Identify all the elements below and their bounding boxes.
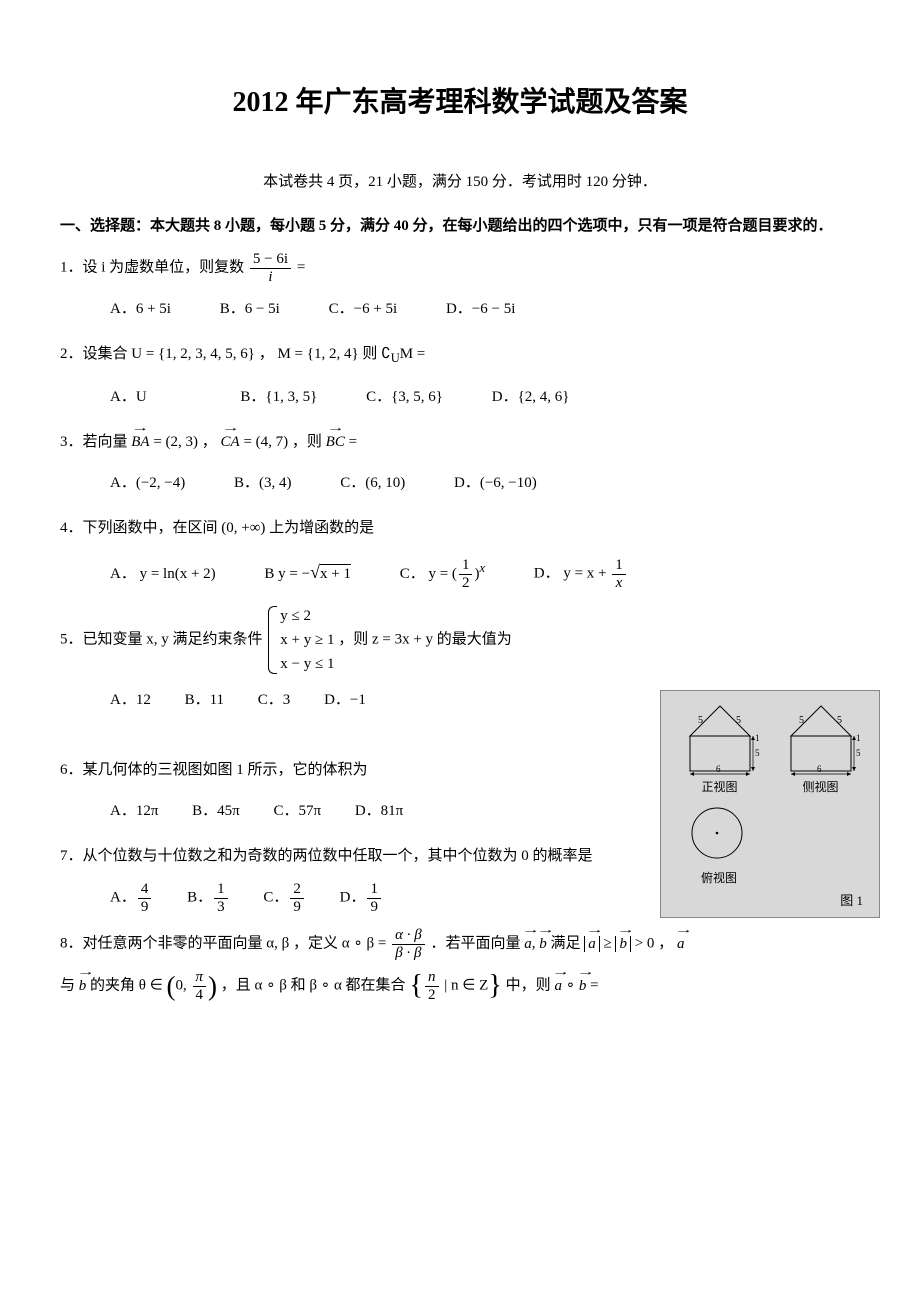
- question-4: 4．下列函数中，在区间 (0, +∞) 上为增函数的是: [60, 512, 860, 545]
- page-subtitle: 本试卷共 4 页，21 小题，满分 150 分．考试用时 120 分钟．: [60, 170, 860, 191]
- q2-opt-d: D．{2, 4, 6}: [492, 381, 570, 414]
- q4-options: A． y = ln(x + 2) B y = −√x + 1 C． y = (1…: [60, 553, 860, 593]
- q1-opt-b: B．6 − 5i: [220, 293, 280, 326]
- q1-opt-d: D．−6 − 5i: [446, 293, 515, 326]
- q1-opt-c: C．−6 + 5i: [329, 293, 398, 326]
- q2-opt-a: A．U: [110, 381, 147, 414]
- q7-opt-a: A．49: [110, 881, 153, 915]
- svg-text:5: 5: [736, 715, 741, 726]
- exam-page: 2012 年广东高考理科数学试题及答案 本试卷共 4 页，21 小题，满分 15…: [0, 0, 920, 1302]
- svg-text:1: 1: [755, 733, 760, 743]
- q2-opt-c: C．{3, 5, 6}: [366, 381, 443, 414]
- q7-opt-d: D．19: [340, 881, 383, 915]
- svg-text:5: 5: [856, 748, 861, 758]
- svg-text:1: 1: [856, 733, 861, 743]
- svg-text:5: 5: [799, 715, 804, 726]
- q6-opt-b: B．45π: [192, 795, 240, 828]
- side-view: 5 5 6 5 1 侧视图: [781, 701, 861, 795]
- q3-opt-d: D．(−6, −10): [454, 467, 537, 500]
- q7-opt-c: C．29: [263, 881, 306, 915]
- q1-options: A．6 + 5i B．6 − 5i C．−6 + 5i D．−6 − 5i: [60, 293, 860, 326]
- q3-options: A．(−2, −4) B．(3, 4) C．(6, 10) D．(−6, −10…: [60, 467, 860, 500]
- front-view: 5 5 6 5 1 正视图: [680, 701, 760, 795]
- question-5: 5．已知变量 x, y 满足约束条件 y ≤ 2 x + y ≥ 1 x − y…: [60, 604, 620, 676]
- q5-opt-d: D．−1: [324, 684, 366, 717]
- section-heading: 一、选择题：本大题共 8 小题，每小题 5 分，满分 40 分，在每小题给出的四…: [60, 211, 860, 241]
- q5-opt-c: C．3: [258, 684, 291, 717]
- q5-opt-b: B．11: [185, 684, 224, 717]
- q3-opt-c: C．(6, 10): [340, 467, 405, 500]
- q6-opt-a: A．12π: [110, 795, 158, 828]
- question-7: 7．从个位数与十位数之和为奇数的两位数中任取一个，其中个位数为 0 的概率是: [60, 840, 860, 873]
- q1-fraction: 5 − 6i i: [250, 251, 291, 285]
- q5-opt-a: A．12: [110, 684, 151, 717]
- svg-text:6: 6: [817, 764, 822, 774]
- svg-text:5: 5: [755, 748, 760, 758]
- question-8-line1: 8．对任意两个非零的平面向量 α, β ，定义 α ∘ β = α · β β …: [60, 927, 860, 961]
- figure-caption: 图 1: [669, 890, 871, 909]
- question-1: 1．设 i 为虚数单位，则复数 5 − 6i i =: [60, 251, 860, 285]
- q8-def-fraction: α · β β · β: [392, 927, 425, 961]
- constraint-system: y ≤ 2 x + y ≥ 1 x − y ≤ 1: [266, 604, 334, 676]
- q4-opt-b: B y = −√x + 1: [264, 553, 351, 593]
- svg-text:5: 5: [837, 715, 842, 726]
- svg-text:6: 6: [716, 764, 721, 774]
- q1-text: 1．设 i 为虚数单位，则复数: [60, 259, 244, 275]
- svg-text:5: 5: [698, 715, 703, 726]
- question-8-line2: 与 b 的夹角 θ ∈ (0, π4) ，且 α ∘ β 和 β ∘ α 都在集…: [60, 969, 860, 1003]
- q4-opt-d: D． y = x + 1x: [534, 557, 628, 591]
- q4-opt-a: A． y = ln(x + 2): [110, 558, 216, 591]
- question-2: 2．设集合 U = {1, 2, 3, 4, 5, 6} ， M = {1, 2…: [60, 338, 860, 373]
- q3-opt-a: A．(−2, −4): [110, 467, 185, 500]
- q7-opt-b: B．13: [187, 881, 230, 915]
- q6-opt-c: C．57π: [274, 795, 322, 828]
- q4-opt-c: C． y = (12)x: [400, 555, 485, 592]
- q2-options: A．U B．{1, 3, 5} C．{3, 5, 6} D．{2, 4, 6}: [60, 381, 860, 414]
- question-6: 6．某几何体的三视图如图 1 所示，它的体积为: [60, 754, 620, 787]
- q2-opt-b: B．{1, 3, 5}: [240, 381, 317, 414]
- q1-opt-a: A．6 + 5i: [110, 293, 171, 326]
- question-3: 3．若向量 BA = (2, 3) ， CA = (4, 7) ，则 BC =: [60, 426, 860, 459]
- q3-opt-b: B．(3, 4): [234, 467, 292, 500]
- figure-top-row: 5 5 6 5 1 正视图 5: [669, 701, 871, 795]
- q6-opt-d: D．81π: [355, 795, 403, 828]
- page-title: 2012 年广东高考理科数学试题及答案: [60, 80, 860, 120]
- figure-1: 5 5 6 5 1 正视图 5: [660, 690, 880, 918]
